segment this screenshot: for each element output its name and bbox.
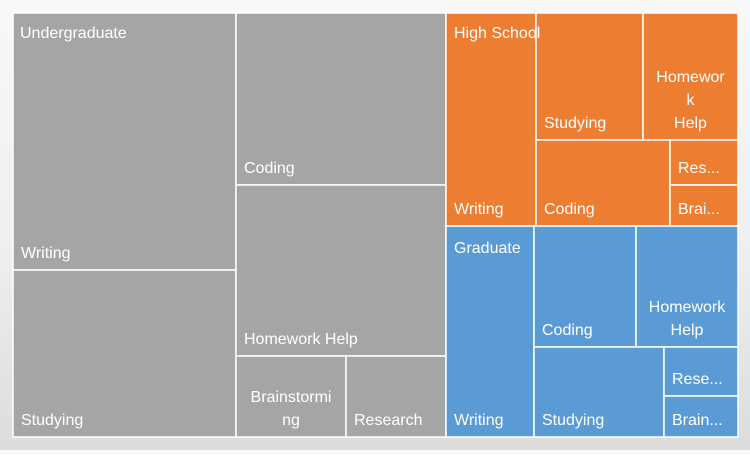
- treemap-label-undergraduate-brainstorming: Brainstormi ng: [251, 389, 332, 429]
- treemap-label-graduate-coding: Coding: [542, 322, 593, 339]
- treemap-label-high-school-research: Res...: [678, 160, 720, 177]
- treemap-tile-undergraduate-homework-help: [235, 184, 447, 357]
- treemap-tile-graduate-homework-help: [635, 225, 739, 348]
- treemap-tile-high-school-coding: [535, 139, 671, 227]
- treemap-label-high-school-coding: Coding: [544, 201, 595, 218]
- treemap-tile-graduate-research: [663, 346, 739, 397]
- treemap-label-graduate-research: Rese...: [672, 371, 723, 388]
- treemap-label-graduate-homework-help: Homework Help: [649, 299, 726, 339]
- treemap-label-high-school-studying: Studying: [544, 115, 606, 132]
- treemap-label-high-school-brainstorming: Brai...: [678, 201, 720, 218]
- treemap-label-undergraduate-research: Research: [354, 412, 422, 429]
- treemap-tile-high-school-writing: [445, 12, 537, 227]
- treemap-tile-graduate-studying: [533, 346, 665, 438]
- treemap-label-undergraduate-coding: Coding: [244, 160, 295, 177]
- treemap-group-label-undergraduate: Undergraduate: [20, 25, 127, 42]
- treemap-label-high-school-writing: Writing: [454, 201, 504, 218]
- treemap-tile-undergraduate-writing: [12, 12, 237, 271]
- treemap-group-label-graduate: Graduate: [454, 240, 521, 257]
- treemap-label-graduate-brainstorming: Brain...: [672, 412, 723, 429]
- treemap-label-undergraduate-writing: Writing: [21, 245, 71, 262]
- treemap-label-undergraduate-homework-help: Homework Help: [244, 331, 358, 348]
- treemap-tile-undergraduate-research: [345, 355, 447, 438]
- treemap-tile-undergraduate-studying: [12, 269, 237, 438]
- treemap-tile-graduate-brainstorming: [663, 395, 739, 438]
- treemap-label-graduate-writing: Writing: [454, 412, 504, 429]
- treemap-tile-undergraduate-coding: [235, 12, 447, 186]
- treemap-tile-high-school-brainstorming: [669, 184, 739, 227]
- treemap-group-label-high-school: High School: [454, 25, 540, 42]
- treemap-label-undergraduate-studying: Studying: [21, 412, 83, 429]
- treemap-tile-high-school-studying: [535, 12, 644, 141]
- treemap-label-high-school-homework-help: Homewor k Help: [656, 69, 725, 132]
- treemap-tile-graduate-writing: [445, 225, 535, 438]
- treemap-tile-undergraduate-brainstorming: [235, 355, 347, 438]
- treemap-label-graduate-studying: Studying: [542, 412, 604, 429]
